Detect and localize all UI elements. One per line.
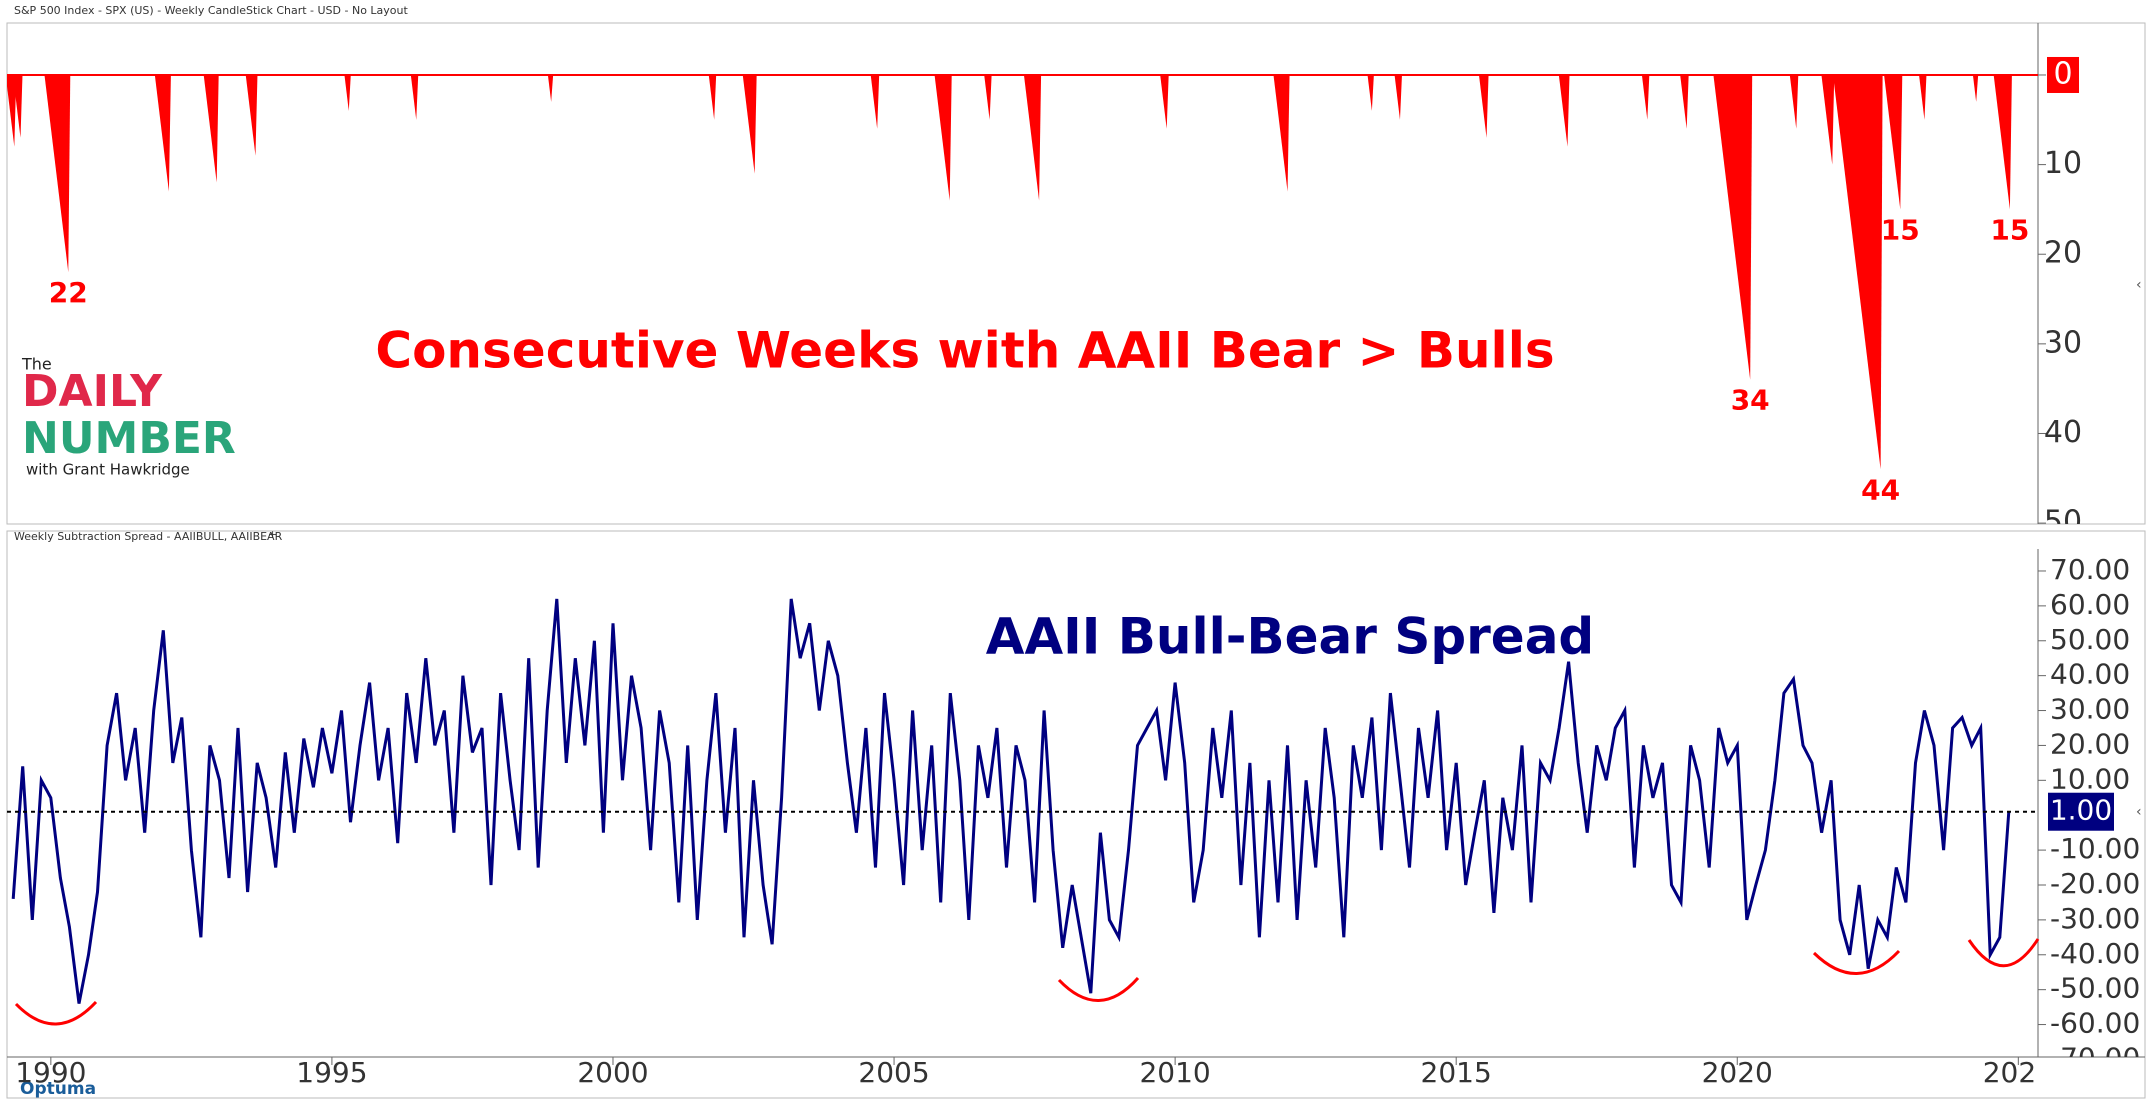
current-label-box [2047,56,2079,93]
x-tick-label: 2015 [1421,1056,1492,1089]
streak-spike [1367,74,1374,111]
streak-spike [1558,74,1570,147]
streak-spike [1713,74,1753,380]
logo: The DAILY NUMBER with Grant Hawkridge [21,355,236,479]
y-tick-label: 40.00 [2050,658,2130,691]
data-label: 44 [1861,473,1900,506]
x-tick-label: 2010 [1139,1056,1210,1089]
y-tick-label: 0 [2053,56,2072,91]
streak-spike [344,74,351,111]
y-tick-label: 10.00 [2050,762,2130,795]
y-tick-label: 20.00 [2050,727,2130,760]
bottom-subtitle: Weekly Subtraction Spread - AAIIBULL, AA… [14,530,283,543]
y-tick-label: -60.00 [2050,1007,2140,1040]
streak-spike [547,74,554,102]
streak-spike [1160,74,1169,129]
y-tick-label: 30 [2044,325,2082,360]
logo-byline: with Grant Hawkridge [26,461,190,479]
y-tick-label: -10.00 [2050,832,2140,865]
data-label: 15 [1881,213,1920,246]
streak-spike [1023,74,1042,201]
y-tick-label: -40.00 [2050,937,2140,970]
streak-spike [1884,74,1903,210]
streak-spike [1972,74,1979,102]
x-tick-label: 1990 [15,1056,86,1089]
arc [1812,949,1901,975]
y-tick-label: 10 [2044,146,2082,181]
streak-spike [984,74,992,120]
y-tick-label: 50 [2044,505,2082,540]
streak-spike [44,74,71,273]
streak-spike [154,74,171,192]
streak-spike [1680,74,1689,129]
y-tick-label: -30.00 [2050,902,2140,935]
spread-line [11,598,2011,1004]
logo-daily: DAILY [22,366,163,417]
current-label-box [2048,792,2114,831]
arc [1057,977,1140,1002]
data-label: 15 [1990,213,2029,246]
streak-spike [708,74,717,120]
annotation-arcs [14,938,2040,1026]
logo-the: The [21,355,52,374]
collapse-tab[interactable]: ‹ [2136,277,2142,293]
arc [1967,938,2040,968]
y-tick-label: 50.00 [2050,623,2130,656]
streak-spike [1789,74,1799,129]
top-plot: 0 10 20 30 40 50 22 34 44 15 15 [7,56,2082,540]
top-title: Consecutive Weeks with AAII Bear > Bulls [375,322,1554,380]
arc [14,1000,98,1026]
footer-brand: Optuma [20,1079,96,1099]
y-tick-label: 70.00 [2050,553,2130,586]
streak-spike [1993,74,2012,210]
bottom-panel [6,530,2146,1099]
streak-spike [12,74,23,138]
x-tick-label: 2000 [577,1056,648,1089]
streak-spike [203,74,219,183]
data-label: 22 [49,276,88,309]
streak-spike [7,74,17,147]
y-tick-label: -50.00 [2050,972,2140,1005]
logo-number: NUMBER [22,413,236,464]
data-label: 34 [1731,384,1770,417]
x-tick-label: 2020 [1702,1056,1773,1089]
y-tick-label: -20.00 [2050,867,2140,900]
collapse-tab[interactable]: ‹ [2136,804,2142,820]
y-tick-label: 20 [2044,236,2082,271]
streak-spike [245,74,258,156]
top-panel [6,22,2146,525]
x-tick-label: 2025 [1983,1056,2054,1089]
x-tick-label: 2005 [858,1056,929,1089]
y-tick-label: 40 [2044,415,2082,450]
x-axis-labels: 1990 1995 2000 2005 2010 2015 2020 2025 [15,1056,2054,1089]
bottom-title: AAII Bull-Bear Spread [986,608,1594,666]
current-label: 1.00 [2050,794,2112,827]
streak-spike [742,74,757,174]
add-indicator[interactable]: + [268,528,277,541]
streak-spike [410,74,419,120]
streak-spike [934,74,952,201]
streak-spike [1919,74,1927,120]
streak-spike [1394,74,1402,120]
y-tick-label: 60.00 [2050,588,2130,621]
y-tick-label: -70.00 [2050,1041,2140,1074]
streak-spike [1833,74,1883,470]
streak-spike [1478,74,1489,138]
streak-spike [1641,74,1650,120]
streak-spike [870,74,880,129]
x-tick-label: 1995 [296,1056,367,1089]
y-tick-label: 30.00 [2050,693,2130,726]
top-subtitle: S&P 500 Index - SPX (US) - Weekly Candle… [14,4,409,17]
streak-spike [1273,74,1290,192]
streak-spike [1821,74,1835,165]
